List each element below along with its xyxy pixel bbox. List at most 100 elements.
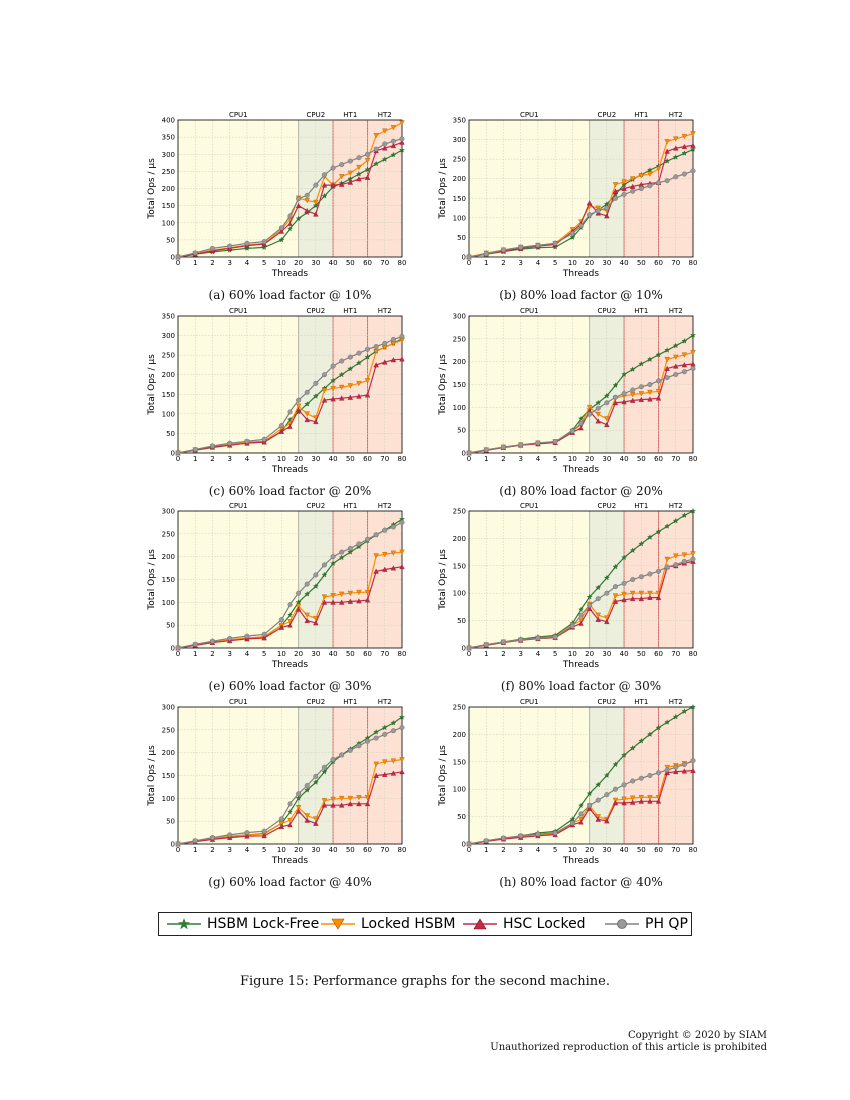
x-tick-label: 2 (210, 846, 214, 854)
data-point (621, 391, 627, 397)
data-point (690, 131, 696, 137)
data-point (382, 527, 388, 533)
data-point (664, 365, 670, 371)
data-point (244, 636, 250, 642)
data-point (321, 768, 328, 775)
data-point (356, 743, 362, 749)
x-tick-label: 5 (553, 650, 557, 658)
x-tick-label: 50 (637, 455, 646, 463)
data-point (373, 553, 379, 559)
x-tick-label: 4 (245, 846, 250, 854)
data-point (638, 595, 644, 602)
region-label: CPU2 (307, 502, 326, 510)
data-point (347, 158, 353, 164)
data-point (339, 162, 345, 168)
data-point (656, 180, 662, 186)
data-point (321, 802, 328, 808)
data-point (313, 620, 319, 626)
x-tick-label: 30 (602, 455, 611, 463)
x-tick-label: 50 (346, 846, 355, 854)
data-point (365, 536, 371, 542)
data-point (244, 240, 250, 246)
y-tick-label: 100 (162, 219, 175, 227)
data-point (390, 728, 396, 734)
data-point (595, 612, 601, 618)
data-point (656, 378, 662, 384)
data-point (621, 597, 627, 603)
data-point (287, 602, 293, 608)
x-tick-label: 10 (568, 650, 577, 658)
data-point (347, 179, 353, 185)
data-point (638, 775, 644, 781)
data-point (535, 831, 541, 837)
data-point (295, 599, 302, 605)
y-axis-label: Total Ops / μs (438, 745, 448, 807)
data-point (382, 359, 388, 365)
data-point (347, 170, 353, 176)
data-point (586, 805, 593, 811)
data-point (296, 196, 302, 202)
data-point (604, 205, 610, 211)
data-point (261, 239, 267, 245)
x-tick-label: 5 (262, 846, 266, 854)
data-point (399, 563, 405, 570)
x-tick-label: 4 (245, 650, 250, 658)
data-point (287, 213, 293, 219)
data-point (621, 191, 627, 197)
x-tick-label: 10 (277, 259, 286, 267)
data-point (287, 622, 293, 628)
y-tick-label: 0 (171, 645, 175, 653)
data-point (535, 635, 541, 641)
data-point (647, 590, 653, 596)
data-point (295, 603, 302, 609)
data-point (295, 202, 302, 208)
data-point (500, 639, 506, 645)
legend-label: Locked HSBM (361, 916, 456, 932)
y-tick-label: 300 (162, 332, 175, 340)
data-point (638, 590, 644, 596)
legend-label: HSC Locked (503, 916, 586, 932)
data-point (681, 362, 688, 368)
data-point (330, 386, 336, 392)
data-point (364, 158, 371, 164)
data-point (321, 172, 327, 178)
x-tick-label: 70 (671, 455, 680, 463)
data-point (304, 411, 310, 417)
x-tick-label: 1 (193, 259, 197, 267)
y-axis-label: Total Ops / μs (147, 158, 157, 220)
data-point (295, 606, 302, 612)
chart-d: CPU1 CPU2 HT1 HT2 0 1 2 3 4 5 10 20 30 40 50 60 70 80 0 50 1… (438, 307, 697, 475)
data-point (664, 564, 670, 570)
x-tick-label: 80 (689, 846, 698, 854)
data-point (647, 167, 653, 173)
data-point (672, 713, 679, 720)
region-label: HT1 (343, 307, 357, 315)
x-tick-label: 50 (346, 650, 355, 658)
x-tick-label: 4 (536, 259, 541, 267)
data-point (330, 377, 336, 384)
data-point (330, 796, 336, 802)
x-tick-label: 60 (363, 455, 372, 463)
data-point (338, 371, 345, 378)
x-tick-label: 60 (654, 455, 663, 463)
data-point (586, 404, 593, 411)
x-tick-label: 60 (654, 846, 663, 854)
region-band (589, 511, 625, 648)
data-point (287, 423, 293, 429)
data-point (587, 411, 593, 417)
data-point (638, 795, 644, 801)
region-label: HT2 (378, 111, 392, 119)
subfigure-caption: (g) 60% load factor @ 40% (208, 875, 372, 889)
x-tick-label: 70 (380, 259, 389, 267)
data-point (647, 356, 653, 362)
data-point (356, 589, 362, 596)
data-point (690, 146, 696, 152)
data-point (365, 151, 371, 157)
x-tick-label: 2 (210, 650, 214, 658)
data-point (296, 397, 302, 403)
circle-icon (605, 919, 639, 929)
data-point (673, 553, 679, 559)
x-tick-label: 1 (484, 259, 488, 267)
data-point (287, 612, 293, 618)
y-tick-label: 150 (453, 381, 466, 389)
